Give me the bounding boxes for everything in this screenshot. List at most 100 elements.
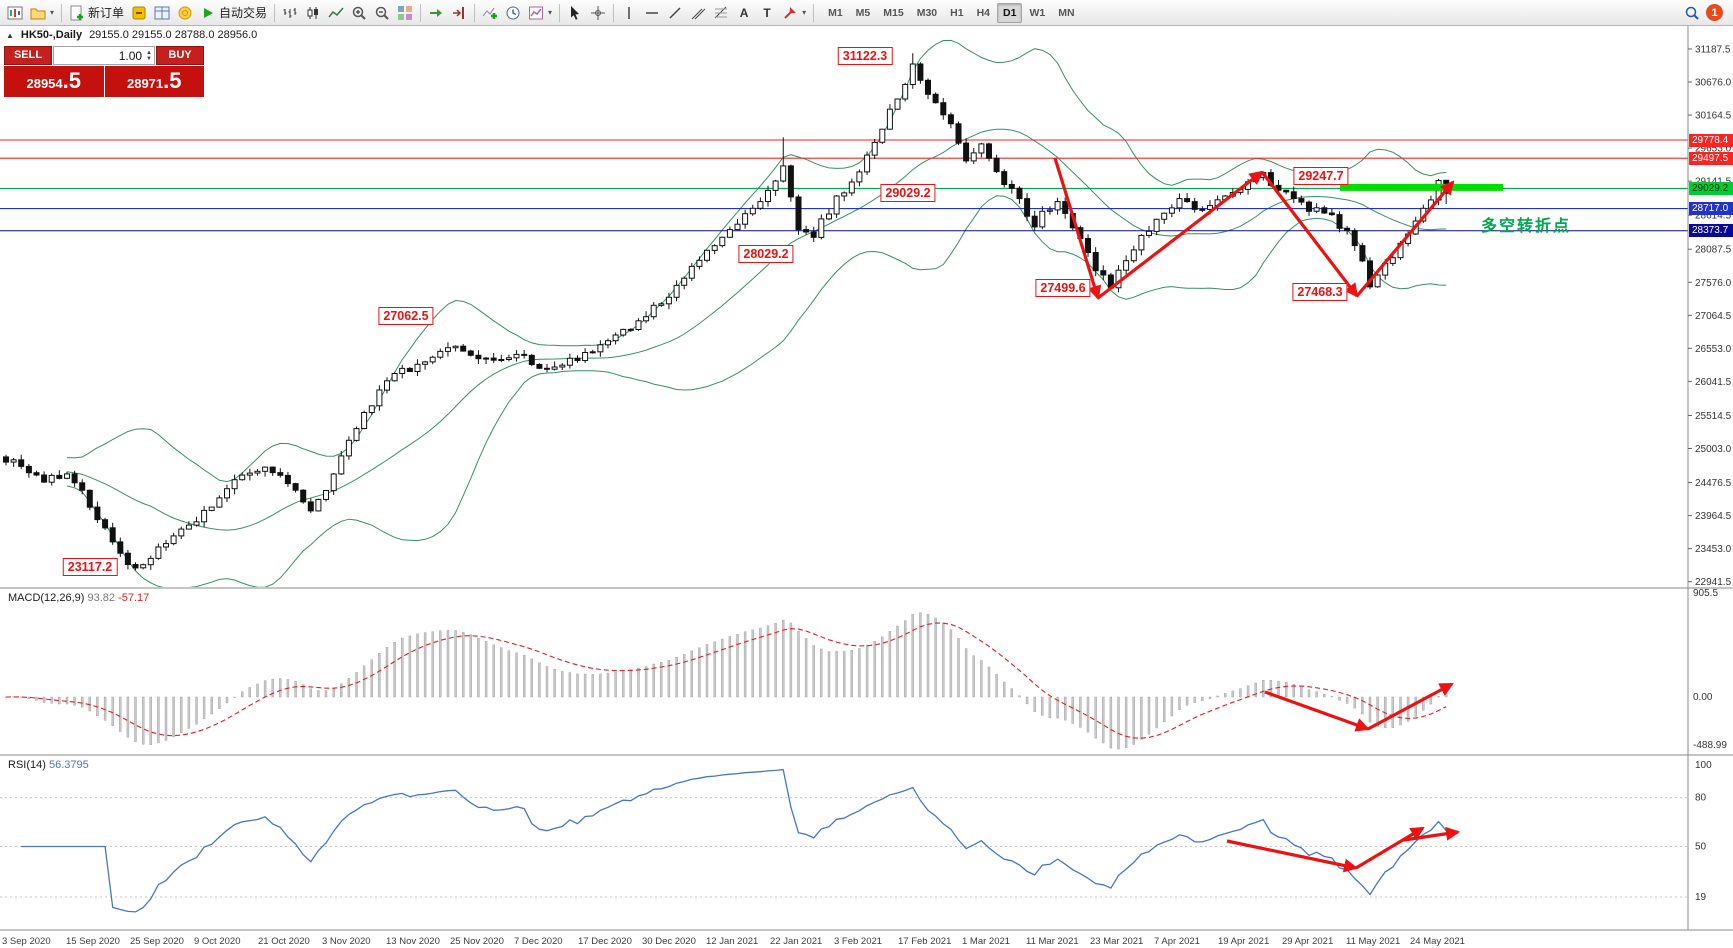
timeframe-m15[interactable]: M15 (877, 3, 909, 23)
timeframe-m5[interactable]: M5 (850, 3, 877, 23)
market-watch-button[interactable] (151, 2, 173, 24)
crosshair-icon (591, 5, 606, 20)
trend-arrow-main[interactable] (1053, 157, 1102, 301)
text-tool-button[interactable]: A (733, 2, 755, 24)
trend-arrow-main[interactable] (1260, 171, 1359, 298)
vertical-line-tool-button[interactable] (618, 2, 640, 24)
bollinger-bands (66, 39, 1447, 587)
fibonacci-tool-button[interactable] (710, 2, 732, 24)
spinner-down-icon[interactable]: ▼ (146, 55, 152, 62)
templates-button[interactable]: ▾ (525, 2, 555, 24)
sell-button[interactable]: SELL (4, 46, 52, 65)
date-axis-label: 25 Sep 2020 (130, 936, 184, 947)
price-axis-tag-29778.4[interactable]: 29778.4 (1689, 133, 1733, 147)
trendline-icon (669, 6, 681, 19)
search-icon (1685, 6, 1699, 20)
trendline-tool-button[interactable] (664, 2, 686, 24)
timeframe-mn[interactable]: MN (1052, 3, 1080, 23)
timeframe-h4[interactable]: H4 (971, 3, 996, 23)
text-label-tool-button[interactable]: T (756, 2, 778, 24)
timeframe-m30[interactable]: M30 (911, 3, 943, 23)
community-button[interactable] (174, 2, 196, 24)
new-order-button[interactable]: 新订单 (66, 2, 127, 24)
trend-arrow-macd[interactable] (1367, 682, 1454, 731)
price-axis-tag-29497.5[interactable]: 29497.5 (1689, 151, 1733, 165)
price-callout-27062.5[interactable]: 27062.5 (378, 307, 434, 325)
price-axis-label: 27576.0 (1695, 278, 1732, 289)
volume-input[interactable]: 1.00 ▲ ▼ (53, 46, 155, 65)
price-callout-31122.3[interactable]: 31122.3 (837, 47, 893, 65)
date-axis-label: 3 Nov 2020 (322, 936, 371, 947)
spinner-up-icon[interactable]: ▲ (146, 49, 152, 56)
trend-arrow-main[interactable] (1097, 170, 1264, 300)
rsi-axis-label: 80 (1695, 793, 1707, 804)
sell-price-button[interactable]: 28954.5 (4, 66, 104, 97)
price-callout-28029.2[interactable]: 28029.2 (738, 245, 794, 263)
collapse-trade-panel-icon[interactable]: ▲ (6, 30, 14, 40)
crosshair-tool-button[interactable] (587, 2, 609, 24)
volume-spinner[interactable]: ▲ ▼ (146, 50, 152, 62)
date-axis-label: 11 May 2021 (1346, 936, 1400, 947)
trend-arrow-main[interactable] (1355, 180, 1455, 298)
trend-arrow-macd[interactable] (1264, 690, 1370, 732)
timeframe-toolbar: M1 M5 M15 M30 H1 H4 D1 W1 MN (822, 2, 1080, 23)
notification-badge[interactable]: 1 (1706, 4, 1723, 21)
line-chart-mode-button[interactable] (325, 2, 347, 24)
autoscroll-button[interactable] (425, 2, 447, 24)
buy-price-button[interactable]: 28971.5 (104, 66, 204, 97)
arrows-tool-button[interactable]: ▾ (779, 2, 809, 24)
fibonacci-icon (714, 6, 728, 18)
date-axis-label: 3 Sep 2020 (2, 936, 51, 947)
timeframe-d1[interactable]: D1 (997, 2, 1023, 23)
main-chart-panel (0, 39, 1688, 587)
channel-tool-button[interactable] (687, 2, 709, 24)
search-button[interactable] (1681, 2, 1703, 24)
trend-arrow-rsi[interactable] (1226, 839, 1359, 873)
price-axis-tag-28717.0[interactable]: 28717.0 (1689, 202, 1733, 216)
trend-arrow-rsi-2[interactable] (1403, 826, 1461, 842)
periods-button[interactable] (502, 2, 524, 24)
price-callout-27499.6[interactable]: 27499.6 (1035, 279, 1091, 297)
macd-signal-line (5, 622, 1447, 739)
profiles-button[interactable]: ▾ (27, 2, 57, 24)
autotrading-button[interactable]: 自动交易 (197, 2, 270, 24)
text-tool-icon: A (739, 5, 749, 20)
horizontal-line-tool-button[interactable] (641, 2, 663, 24)
new-chart-button[interactable] (4, 2, 26, 24)
channel-icon (691, 8, 706, 19)
new-order-icon (70, 5, 84, 20)
trend-arrow-rsi[interactable] (1355, 826, 1425, 870)
price-callout-27468.3[interactable]: 27468.3 (1292, 283, 1348, 301)
new-chart-icon (7, 6, 23, 19)
candlestick-mode-button[interactable] (302, 2, 324, 24)
price-axis-label: 30676.0 (1695, 78, 1732, 89)
chart-shift-button[interactable] (448, 2, 470, 24)
zoom-out-button[interactable] (371, 2, 393, 24)
trend-annotation-text[interactable]: 多空转折点 (1481, 218, 1572, 235)
macd-panel (4, 612, 1448, 750)
toolbar-separator (274, 3, 276, 22)
price-axis-label: 23964.5 (1695, 511, 1732, 522)
price-axis-label: 23453.0 (1695, 544, 1732, 555)
toolbar-separator (61, 3, 63, 22)
tile-windows-button[interactable] (394, 2, 416, 24)
templates-icon (529, 6, 544, 19)
date-axis-label: 24 May 2021 (1410, 936, 1465, 947)
price-callout-29247.7[interactable]: 29247.7 (1293, 167, 1349, 185)
buy-button[interactable]: BUY (156, 46, 204, 65)
price-axis-tag-28373.7[interactable]: 28373.7 (1689, 224, 1733, 238)
metaeditor-button[interactable] (128, 2, 150, 24)
indicators-button[interactable] (479, 2, 501, 24)
candlestick-icon (307, 6, 319, 19)
price-axis-label: 22941.5 (1695, 577, 1732, 588)
price-callout-29029.2[interactable]: 29029.2 (880, 184, 936, 202)
timeframe-m1[interactable]: M1 (822, 3, 849, 23)
timeframe-w1[interactable]: W1 (1023, 3, 1051, 23)
bar-chart-mode-button[interactable] (279, 2, 301, 24)
price-axis-tag-29029.2[interactable]: 29029.2 (1689, 181, 1733, 195)
price-callout-23117.2[interactable]: 23117.2 (62, 558, 118, 576)
timeframe-h1[interactable]: H1 (944, 3, 969, 23)
zoom-in-button[interactable] (348, 2, 370, 24)
cursor-tool-button[interactable] (564, 2, 586, 24)
price-chart-canvas: 31187.530676.030164.529653.029141.528614… (0, 26, 1733, 947)
